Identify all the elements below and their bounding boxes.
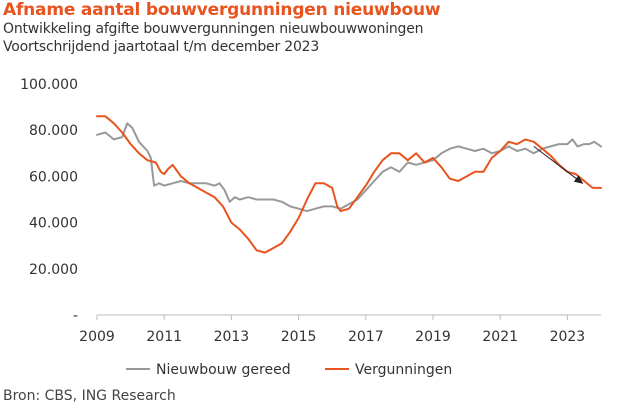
chart-title: Afname aantal bouwvergunningen nieuwbouw <box>3 0 441 20</box>
x-tick-label: 2009 <box>79 329 115 345</box>
source-note: Bron: CBS, ING Research <box>3 388 176 404</box>
x-tick-label: 2015 <box>281 329 317 345</box>
x-tick-label: 2013 <box>214 329 250 345</box>
legend: Nieuwbouw gereed Vergunningen <box>126 362 452 378</box>
x-tick-label: 2019 <box>415 329 451 345</box>
trend-arrow <box>533 145 584 184</box>
y-tick-label: 40.000 <box>29 216 78 232</box>
legend-label-nieuwbouw-gereed: Nieuwbouw gereed <box>156 362 291 378</box>
x-axis: 2009 2011 2013 2015 2017 2019 2021 2023 <box>79 315 585 345</box>
legend-label-vergunningen: Vergunningen <box>355 362 452 378</box>
y-tick-label: 80.000 <box>29 123 78 139</box>
y-tick-label: 20.000 <box>29 262 78 278</box>
x-tick-label: 2011 <box>146 329 182 345</box>
series-line-vergunningen <box>96 115 602 254</box>
x-tick-label: 2021 <box>482 329 518 345</box>
line-chart: - 20.000 40.000 60.000 80.000 100.000 2009 201… <box>20 77 602 378</box>
y-tick-label: - <box>73 308 78 324</box>
x-tick-label: 2017 <box>348 329 384 345</box>
series-layer <box>96 115 602 254</box>
y-tick-label: 100.000 <box>20 77 78 93</box>
x-tick-label: 2023 <box>550 329 586 345</box>
chart-period-note: Voortschrijdend jaartotaal t/m december … <box>3 39 320 55</box>
y-axis: - 20.000 40.000 60.000 80.000 100.000 <box>20 77 78 324</box>
series-line-nieuwbouw-gereed <box>96 122 602 213</box>
annotation-layer <box>533 145 584 184</box>
chart-subtitle: Ontwikkeling afgifte bouwvergunningen ni… <box>3 21 424 37</box>
y-tick-label: 60.000 <box>29 169 78 185</box>
